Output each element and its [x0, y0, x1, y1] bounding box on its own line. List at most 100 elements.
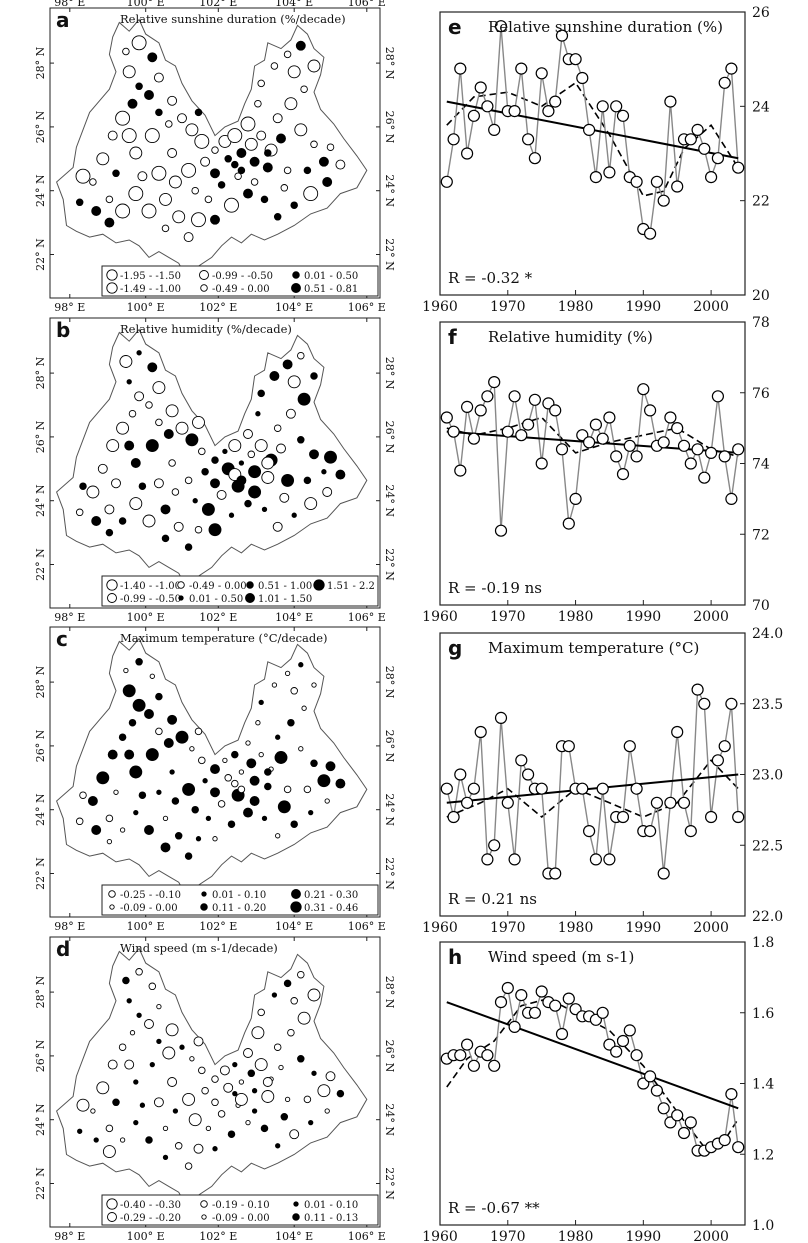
lat-tick-label: 24° N — [383, 484, 396, 517]
station-marker — [254, 1058, 268, 1072]
station-marker — [304, 497, 318, 511]
legend-symbol — [109, 904, 115, 910]
station-marker — [184, 1162, 193, 1170]
station-marker — [153, 1097, 164, 1108]
lat-tick-label: 28° N — [383, 976, 396, 1009]
station-marker — [287, 375, 301, 389]
data-point — [718, 450, 731, 463]
station-marker — [185, 433, 199, 447]
station-marker — [231, 779, 239, 788]
x-tick-label: 1990 — [626, 299, 662, 315]
data-point — [718, 76, 731, 89]
station-marker — [129, 765, 143, 779]
station-marker — [232, 1090, 238, 1097]
station-marker — [169, 769, 175, 775]
station-marker — [291, 512, 297, 518]
data-point — [474, 81, 487, 94]
station-marker — [189, 1056, 195, 1062]
data-point — [677, 796, 691, 809]
station-marker — [307, 59, 321, 73]
legend-label: -1.49 - -1.00 — [120, 284, 181, 295]
station-marker — [262, 1077, 273, 1087]
station-marker — [277, 800, 291, 814]
station-marker — [165, 1023, 179, 1037]
data-point — [481, 853, 494, 866]
station-marker — [191, 212, 206, 228]
station-marker — [336, 1089, 345, 1098]
station-marker — [303, 785, 312, 794]
station-marker — [284, 670, 291, 677]
x-tick-label: 1970 — [490, 299, 526, 315]
station-marker — [237, 166, 246, 175]
lat-tick-label: 22° N — [34, 238, 47, 271]
station-marker — [222, 448, 228, 455]
station-marker — [255, 411, 261, 417]
data-point — [454, 768, 467, 781]
panel-letter: c — [56, 627, 68, 651]
data-point — [528, 393, 542, 406]
station-marker — [126, 379, 132, 385]
station-marker — [210, 478, 220, 489]
station-marker — [247, 450, 256, 459]
station-marker — [193, 1036, 204, 1047]
lon-tick-label: 100° E — [127, 920, 165, 933]
station-marker — [175, 421, 189, 435]
plot-frame — [439, 321, 746, 606]
legend-symbol — [200, 284, 208, 292]
data-point — [528, 152, 542, 165]
x-tick-label: 1960 — [422, 920, 458, 936]
lat-tick-label: 28° N — [34, 975, 47, 1008]
x-tick-label: 1990 — [626, 920, 662, 936]
station-marker — [238, 1079, 245, 1085]
plot-frame — [439, 11, 746, 296]
legend-label: -0.49 - 0.00 — [212, 284, 270, 295]
station-marker — [191, 186, 199, 195]
legend-symbol — [200, 1200, 208, 1208]
station-marker — [107, 130, 118, 141]
legend-box — [101, 1194, 379, 1226]
station-marker — [335, 469, 346, 480]
plot-frame — [439, 941, 746, 1226]
data-point — [643, 227, 657, 240]
data-point — [494, 711, 508, 725]
station-marker — [301, 705, 307, 711]
lat-tick-label: 24° N — [383, 1103, 396, 1136]
data-point — [582, 824, 596, 838]
station-marker — [271, 992, 278, 998]
station-marker — [244, 499, 252, 508]
station-marker — [91, 825, 102, 835]
station-marker — [317, 1084, 331, 1098]
station-marker — [181, 162, 197, 178]
station-marker — [112, 1098, 120, 1107]
legend-symbol — [245, 593, 255, 603]
station-marker — [243, 1048, 253, 1058]
y-tick-label: 22 — [752, 194, 770, 210]
station-marker — [137, 171, 148, 182]
station-marker — [112, 169, 120, 178]
y-tick-label: 76 — [752, 386, 770, 402]
lat-tick-label: 26° N — [383, 1040, 396, 1073]
lat-tick-label: 26° N — [383, 730, 396, 763]
station-marker — [287, 1028, 295, 1037]
station-marker — [211, 1075, 219, 1083]
data-point — [664, 796, 677, 809]
station-marker — [163, 738, 174, 748]
station-marker — [325, 1071, 336, 1082]
station-marker — [238, 769, 245, 775]
data-point — [461, 400, 474, 413]
station-marker — [322, 177, 333, 187]
y-tick-label: 26 — [752, 5, 770, 21]
data-point — [650, 796, 664, 809]
station-marker — [234, 1092, 248, 1106]
station-marker — [172, 210, 186, 224]
station-marker — [208, 523, 222, 537]
station-marker — [106, 838, 113, 845]
data-point — [684, 824, 697, 838]
station-marker — [212, 1146, 218, 1152]
data-point — [461, 796, 474, 809]
station-marker — [237, 785, 246, 794]
station-marker — [232, 1061, 238, 1068]
station-marker — [135, 968, 143, 976]
legend-box — [101, 575, 379, 607]
station-marker — [79, 791, 87, 799]
